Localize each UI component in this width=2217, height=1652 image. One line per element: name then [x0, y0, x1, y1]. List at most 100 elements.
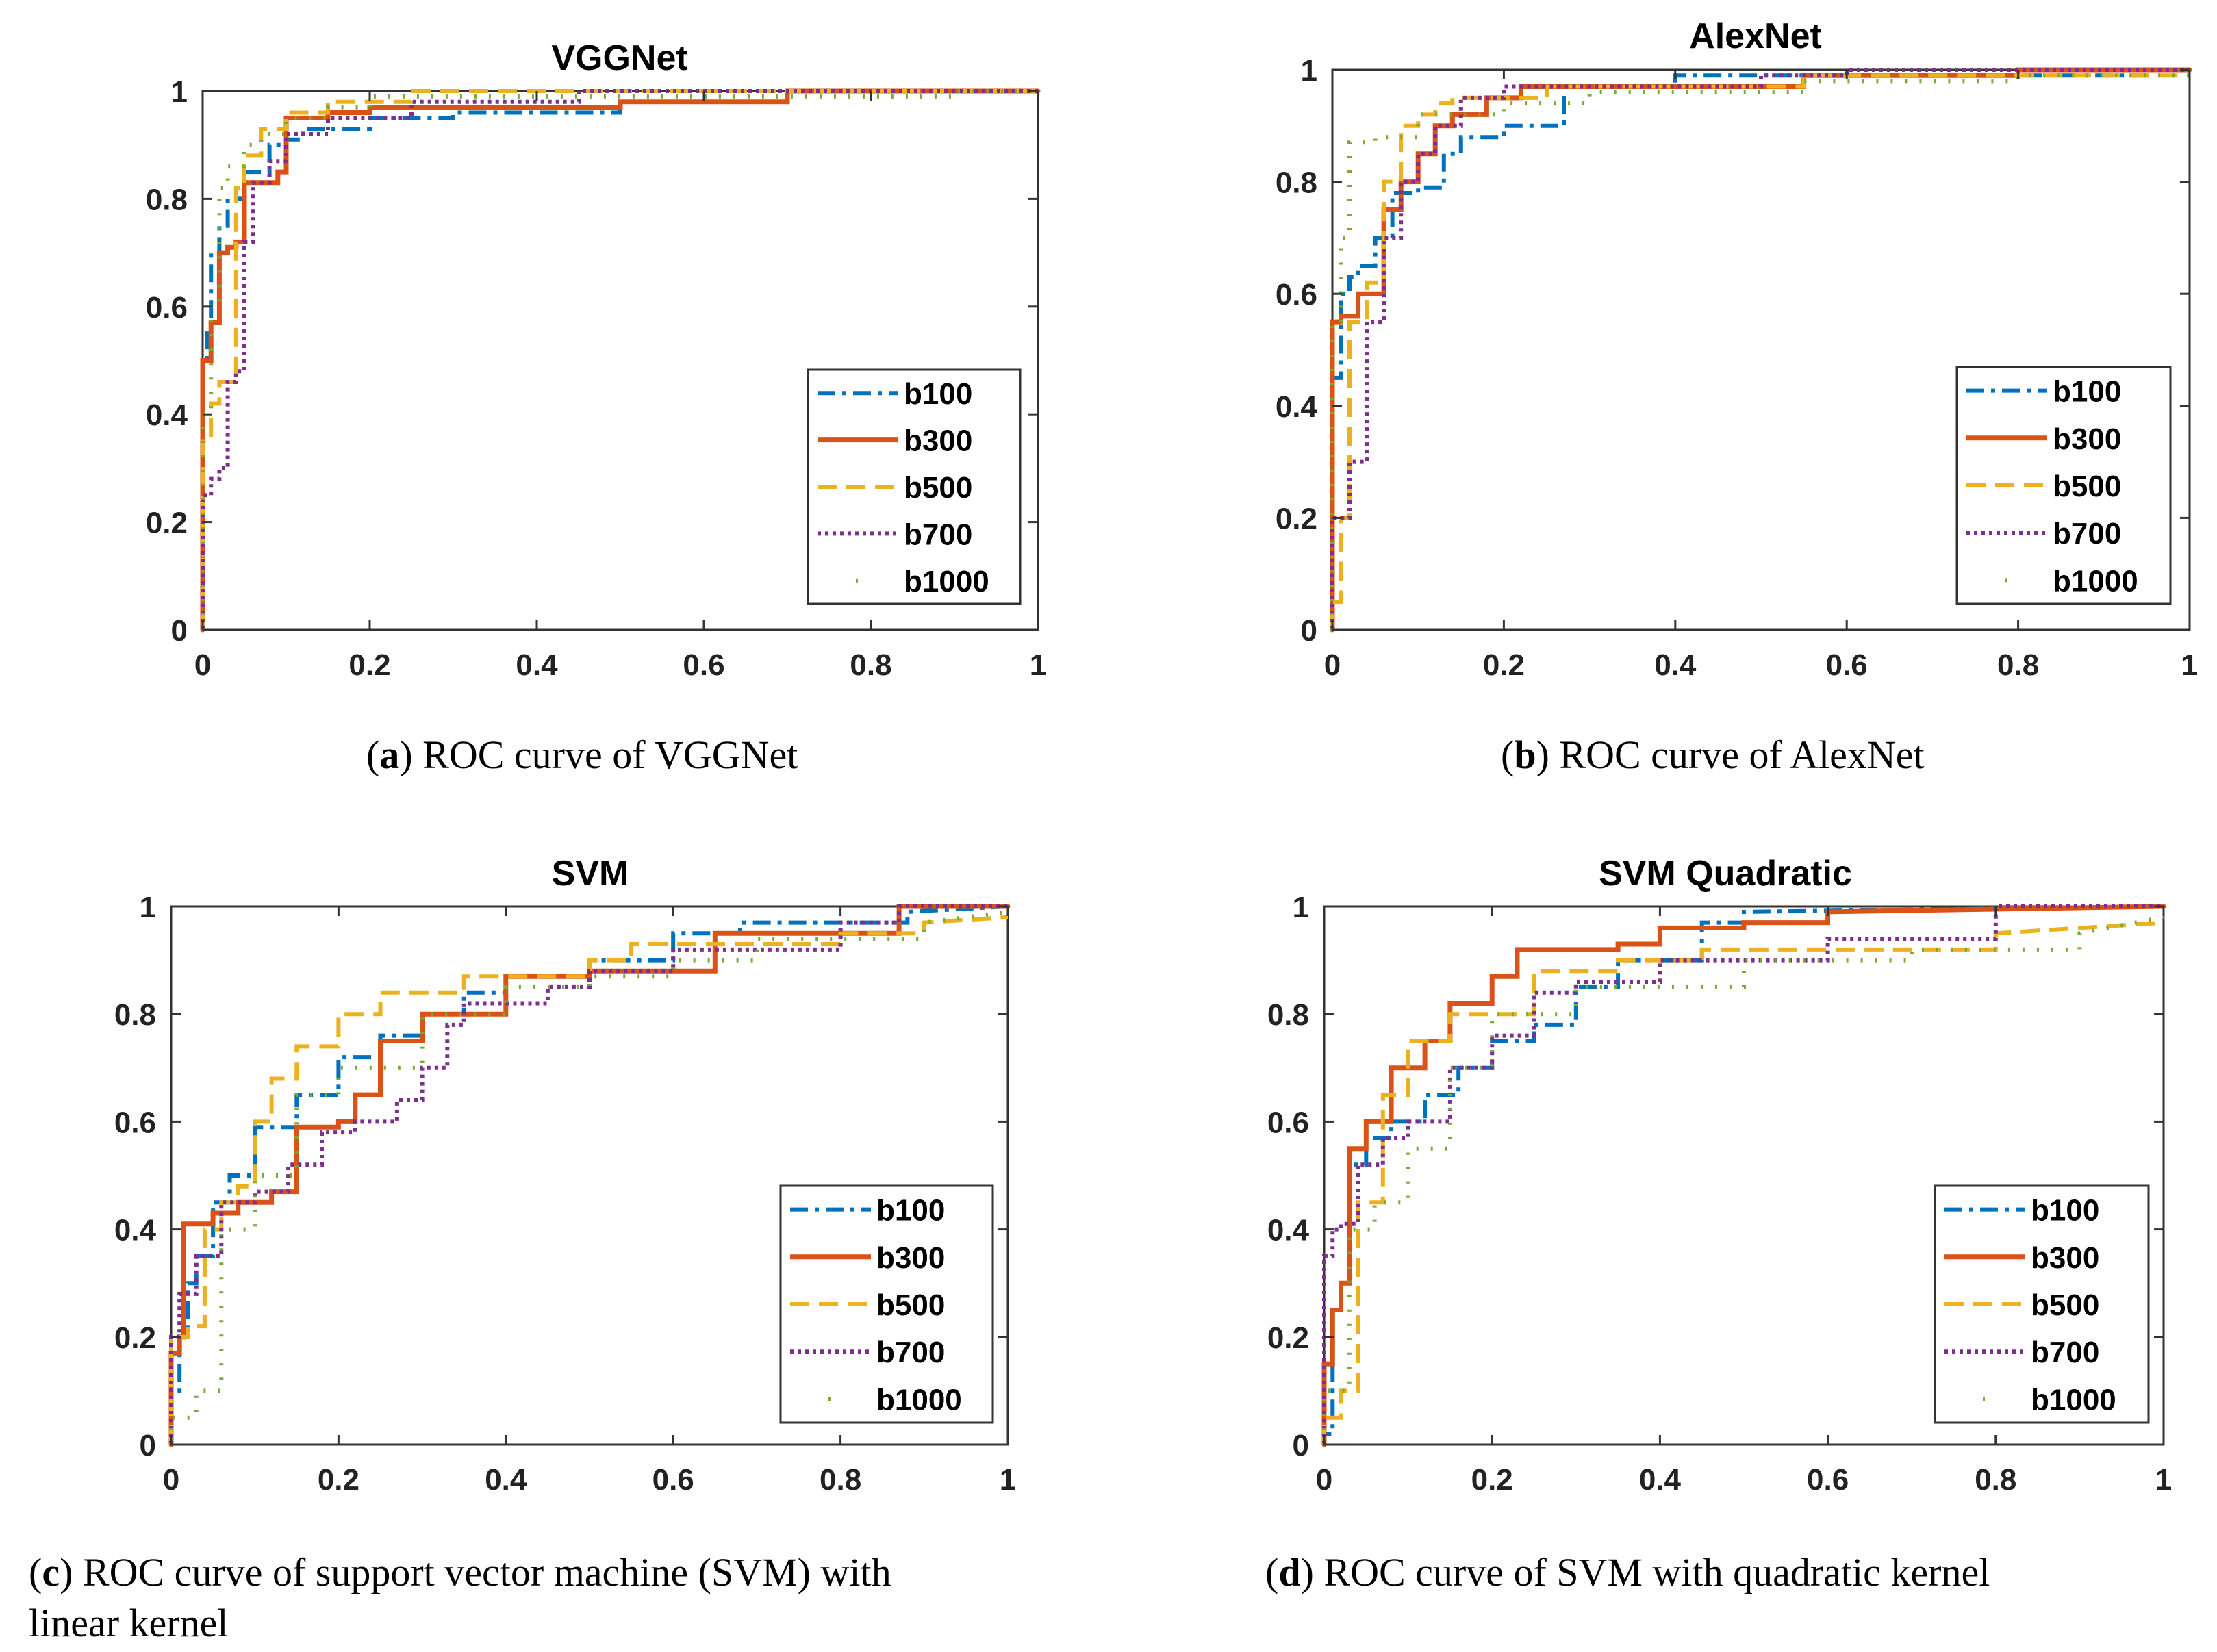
legend-box — [1955, 366, 2172, 605]
x-tick-label: 0.4 — [1639, 1463, 1682, 1497]
x-tick-label: 0 — [1316, 1463, 1332, 1497]
x-tick-label: 0.6 — [683, 648, 724, 682]
panel-alexnet: AlexNet 00 0.2 0.2 0.4 0.4 0.6 0.6 0.8 0.8 1 1 b10… — [1276, 16, 2198, 777]
caption: (d) ROC curve of SVM with quadratic kern… — [1265, 1550, 1990, 1594]
caption: (c) ROC curve of support vector machine … — [29, 1550, 891, 1594]
series-line-b1000 — [1322, 915, 2164, 1445]
series-line-b100 — [201, 89, 1038, 630]
legend-label-b100: b100 — [876, 1194, 945, 1228]
y-tick-label: 1 — [1301, 54, 1317, 88]
x-tick-label: 0 — [163, 1463, 179, 1497]
y-tick-label: 0.8 — [146, 183, 188, 216]
series-line-b500 — [169, 915, 1009, 1445]
plot-title: SVM Quadratic — [1599, 854, 1852, 893]
legend-label-b700: b700 — [876, 1336, 945, 1369]
x-tick-label: 0.2 — [318, 1463, 359, 1497]
caption-text: ROC curve of SVM with quadratic kernel — [1323, 1550, 1990, 1594]
y-tick-label: 0 — [140, 1429, 156, 1462]
legend-label-b700: b700 — [904, 518, 972, 551]
legend-label-b100: b100 — [2031, 1194, 2099, 1228]
legend: b100 b300 b500 b700 b1000 — [779, 1184, 994, 1424]
y-tick-label: 0.2 — [114, 1321, 156, 1355]
x-tick-label: 1 — [1000, 1463, 1016, 1497]
legend-box — [807, 368, 1022, 605]
caption: (b) ROC curve of AlexNet — [1501, 733, 1925, 777]
x-tick-label: 0.8 — [1997, 648, 2039, 682]
legend-label-b500: b500 — [2031, 1288, 2099, 1322]
y-tick-label: 0.6 — [1267, 1106, 1309, 1139]
legend-label-b1000: b1000 — [904, 565, 989, 598]
legend-label-b500: b500 — [904, 471, 972, 505]
legend-label-b300: b300 — [2053, 422, 2121, 456]
plot-area — [200, 88, 1041, 633]
y-tick-label: 0 — [1301, 614, 1317, 648]
axis-ticks: 00 0.2 0.2 0.4 0.4 0.6 0.6 0.8 0.8 1 1 — [1267, 891, 2172, 1497]
x-tick-label: 0.6 — [653, 1463, 694, 1497]
panel-vggnet: VGGNet 00 0.2 0.2 0.4 0.4 0.6 0.6 0.8 0.8 1 1 b100… — [146, 38, 1046, 777]
y-tick-label: 0.4 — [1276, 390, 1318, 424]
y-tick-label: 0.2 — [146, 507, 188, 540]
legend-label-b500: b500 — [2053, 470, 2121, 503]
series-line-b100 — [1330, 68, 2190, 630]
legend-label-b700: b700 — [2031, 1336, 2099, 1369]
panel-svm-quadratic: SVM Quadratic 00 0.2 0.2 0.4 0.4 0.6 0.6 0.8 0.8… — [1265, 854, 2172, 1594]
x-tick-label: 0.2 — [1483, 648, 1525, 682]
y-tick-label: 1 — [1293, 891, 1309, 924]
caption-text: ROC curve of VGGNet — [422, 733, 798, 777]
y-tick-label: 0 — [1293, 1429, 1309, 1462]
x-tick-label: 1 — [2155, 1463, 2172, 1497]
y-tick-label: 1 — [171, 75, 188, 109]
legend-box — [1934, 1184, 2150, 1424]
caption-text: ROC curve of AlexNet — [1559, 733, 1924, 777]
y-tick-label: 0.4 — [114, 1214, 157, 1247]
series-line-b500 — [1322, 920, 2164, 1445]
legend-label-b300: b300 — [876, 1241, 945, 1275]
y-tick-label: 1 — [140, 891, 156, 924]
caption-tag: d — [1278, 1550, 1300, 1594]
x-tick-label: 0.8 — [850, 648, 891, 682]
caption-tag: c — [42, 1550, 60, 1594]
y-tick-label: 0.2 — [1267, 1321, 1309, 1355]
x-tick-label: 0.8 — [1975, 1463, 2016, 1497]
legend: b100 b300 b500 b700 b1000 — [1934, 1184, 2150, 1424]
x-tick-label: 0.8 — [820, 1463, 861, 1497]
caption-text: ROC curve of support vector machine (SVM… — [83, 1550, 891, 1594]
plot-title: VGGNet — [551, 38, 687, 78]
x-tick-label: 0.6 — [1826, 648, 1868, 682]
legend-label-b500: b500 — [876, 1288, 945, 1322]
legend-label-b300: b300 — [2031, 1241, 2099, 1275]
caption-tag: a — [379, 733, 399, 777]
x-tick-label: 1 — [1030, 648, 1046, 682]
legend-label-b1000: b1000 — [876, 1383, 962, 1416]
legend: b100 b300 b500 b700 b1000 — [807, 368, 1022, 605]
legend: b100 b300 b500 b700 b1000 — [1955, 366, 2172, 605]
y-tick-label: 0.4 — [1267, 1214, 1310, 1247]
y-tick-label: 0.6 — [146, 291, 188, 325]
series-line-b300 — [168, 904, 1011, 1447]
series-line-b500 — [1330, 73, 2190, 630]
legend-label-b100: b100 — [904, 377, 972, 411]
caption-line2: linear kernel — [29, 1601, 228, 1645]
axis-ticks: 00 0.2 0.2 0.4 0.4 0.6 0.6 0.8 0.8 1 1 — [114, 891, 1016, 1497]
plot-title: SVM — [552, 854, 629, 893]
x-tick-label: 0.4 — [1654, 648, 1697, 682]
y-tick-label: 0.4 — [146, 398, 188, 432]
axis-ticks: 00 0.2 0.2 0.4 0.4 0.6 0.6 0.8 0.8 1 1 — [146, 75, 1046, 682]
series-line-b100 — [169, 904, 1009, 1445]
caption-tag: b — [1514, 733, 1536, 777]
series-line-b500 — [201, 89, 1038, 630]
x-tick-label: 1 — [2181, 648, 2198, 682]
series-line-b700 — [201, 89, 1038, 630]
panel-svm: SVM 00 0.2 0.2 0.4 0.4 0.6 0.6 0.8 0.8 1 1 b100 b30… — [29, 854, 1016, 1645]
legend-label-b700: b700 — [2053, 517, 2121, 550]
x-tick-label: 0.4 — [516, 648, 558, 682]
y-tick-label: 0.2 — [1276, 502, 1317, 535]
series-line-b700 — [1322, 904, 2164, 1445]
legend-box — [779, 1184, 994, 1424]
legend-label-b1000: b1000 — [2031, 1383, 2116, 1416]
legend-label-b300: b300 — [904, 424, 972, 458]
caption: (a) ROC curve of VGGNet — [366, 733, 798, 777]
series-line-b700 — [1330, 68, 2190, 630]
axis-ticks: 00 0.2 0.2 0.4 0.4 0.6 0.6 0.8 0.8 1 1 — [1276, 54, 2198, 682]
